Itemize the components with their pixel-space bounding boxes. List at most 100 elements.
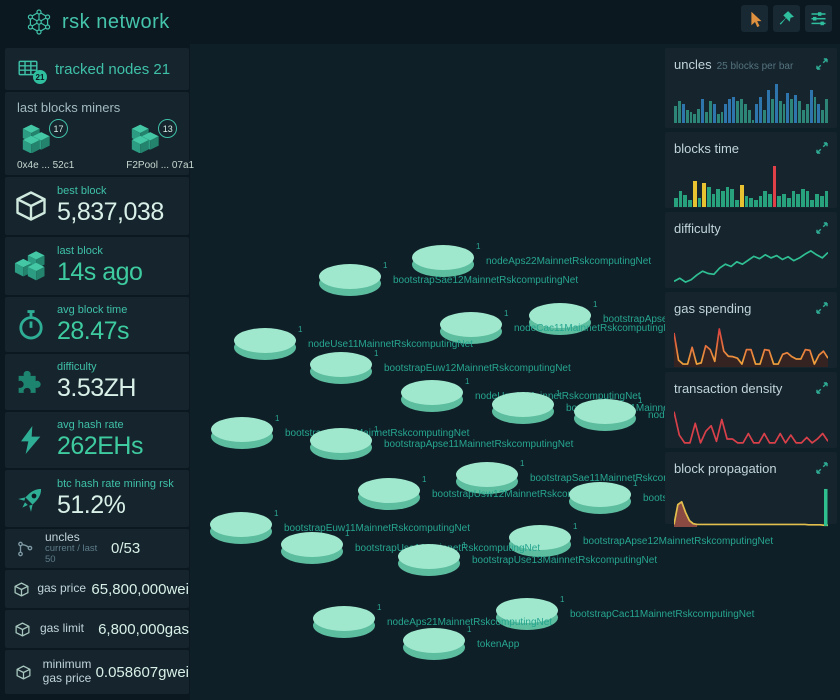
chart-bar — [770, 99, 774, 123]
network-node[interactable]: 1bootstrapUse11MainnetRsk — [492, 389, 689, 428]
network-node[interactable]: 1 nodeUse12MainnetRskcomputingNet — [401, 377, 641, 416]
node-label: bootstrapSae12MainnetRskcomputingNet — [393, 275, 579, 286]
chart-bar — [796, 193, 800, 207]
network-node[interactable]: 1 bootstrapApse11MainnetRskcomputingNet — [310, 425, 573, 464]
chart-bar — [739, 99, 743, 123]
network-node[interactable]: 1 bootstrapApse12MainnetRskcomputingNet — [509, 522, 773, 561]
nodes-grid-icon: 21 — [17, 58, 47, 84]
node-disk — [313, 606, 375, 631]
chart-bar — [735, 200, 739, 207]
stat-label: last block — [57, 245, 103, 257]
chart-bar — [813, 96, 817, 123]
node-label: bootstrapCac11MainnetRskcomputingNet — [570, 609, 755, 620]
difficulty-value: 3.53ZH — [57, 374, 136, 402]
network-node[interactable]: 1 bootstrapEuw11MainnetRskcomputingNet — [210, 509, 470, 548]
node-count-badge: 1 — [422, 475, 427, 484]
network-node[interactable]: 1 bootstra — [569, 479, 679, 518]
app-title: rsk network — [62, 10, 170, 33]
chart-bar — [821, 110, 825, 123]
expand-icon[interactable] — [816, 301, 828, 319]
cursor-tool-button[interactable] — [741, 5, 768, 32]
miner-address: F2Pool ... 07a1 — [126, 160, 195, 171]
transaction-density-chart — [674, 405, 828, 447]
expand-icon[interactable] — [816, 221, 828, 239]
btc-hash-rate-panel: btc hash rate mining rsk 51.2% — [5, 470, 189, 527]
avg-hash-rate-value: 262EHs — [57, 432, 143, 460]
network-node[interactable]: 1 bootstrapEuw12MainnetRskcomputingNet — [310, 349, 571, 388]
node-count-badge: 1 — [593, 300, 598, 309]
node-disk — [401, 380, 463, 405]
chart-title: transaction density — [674, 381, 783, 396]
chart-bar — [702, 182, 706, 207]
node-label: tokenApp — [477, 639, 520, 650]
cube-icon — [5, 664, 43, 681]
expand-icon[interactable] — [816, 57, 828, 75]
network-node[interactable]: 1 bootstrapCac11MainnetRskcomputingNet — [496, 595, 754, 634]
stopwatch-icon — [5, 308, 57, 342]
stat-label: difficulty — [57, 361, 97, 373]
node-disk — [398, 544, 460, 569]
network-node[interactable]: 1 nodeS — [574, 396, 677, 435]
miner-count-badge: 17 — [49, 119, 68, 138]
best-block-value: 5,837,038 — [57, 198, 164, 226]
node-count-badge: 1 — [274, 509, 279, 518]
chart-bar — [805, 191, 810, 207]
network-node[interactable]: 1 nodeCac11MainnetRskcomputingNet — [440, 309, 679, 348]
network-node[interactable]: 1 bootstrapUse13MainnetRskcomputingNet — [398, 541, 657, 580]
expand-icon[interactable] — [816, 381, 828, 399]
node-count-badge: 1 — [374, 349, 379, 358]
network-node[interactable]: 1 bootstrapApse41M — [529, 300, 687, 339]
chart-bar — [688, 200, 692, 207]
chart-bar — [819, 196, 824, 207]
node-disk — [403, 628, 465, 653]
node-label: nodeAps21MainnetRskcomputingNet — [387, 617, 553, 628]
network-node[interactable]: 1bootstrapUse12MainnetRskcomputingNet — [281, 529, 540, 568]
node-count-badge: 1 — [465, 377, 470, 386]
node-label: nodeCac11MainnetRskcomputingNet — [514, 323, 679, 334]
node-disk — [210, 512, 272, 537]
network-node[interactable]: 1 bootstrapUsw12MainnetRskcomputingNet — [358, 475, 619, 514]
gas-spending-chart-panel: gas spending — [665, 292, 837, 368]
node-disk — [529, 303, 591, 328]
uncles-panel: uncles current / last 50 0/53 — [5, 529, 189, 568]
network-node[interactable]: 1 nodeAps22MainnetRskcomputingNet — [412, 242, 651, 281]
chart-bar — [809, 90, 813, 123]
chart-bar — [772, 166, 777, 207]
chart-bar — [708, 101, 712, 123]
node-count-badge: 1 — [573, 522, 578, 531]
node-count-badge: 1 — [633, 479, 638, 488]
network-node[interactable]: 1 bootstrapUsa11MainnetRskcomputingNet — [211, 414, 469, 453]
expand-icon[interactable] — [816, 141, 828, 159]
network-node[interactable]: 1 nodeUse11MainnetRskcomputingNet — [234, 325, 473, 364]
expand-icon[interactable] — [816, 461, 828, 479]
pin-tool-button[interactable] — [773, 5, 800, 32]
minimum-gas-price-label: minimum gas price — [42, 657, 92, 685]
node-disk — [281, 532, 343, 557]
gas-price-value: 65,800,000wei — [91, 580, 189, 598]
miner-item[interactable]: 17 0x4e ... 52c1 — [17, 119, 74, 171]
network-node[interactable]: 1 bootstrapSae12MainnetRskcomputingNet — [319, 261, 578, 300]
node-label: nodeUse11MainnetRskcomputingNet — [308, 339, 473, 350]
rocket-icon — [5, 482, 57, 516]
node-disk — [412, 245, 474, 270]
node-label: bootstrapSae11MainnetRskcomputing — [530, 473, 699, 484]
miner-count-badge: 13 — [158, 119, 178, 138]
network-node[interactable]: 1 bootstrapSae11MainnetRskcomputing — [456, 459, 699, 498]
node-count-badge: 1 — [504, 309, 509, 318]
blocks-icon — [5, 249, 57, 283]
chart-bar — [755, 103, 759, 123]
best-block-panel: best block 5,837,038 — [5, 177, 189, 235]
chart-bar — [705, 112, 708, 123]
chart-bar — [768, 193, 772, 207]
network-node[interactable]: 1 nodeAps21MainnetRskcomputingNet — [313, 603, 552, 642]
node-count-badge: 1 — [377, 603, 382, 612]
node-disk — [574, 399, 636, 424]
uncles-chart — [674, 81, 828, 123]
node-label: nodeS — [648, 410, 677, 421]
chart-bar — [778, 101, 782, 123]
network-node[interactable]: 1 tokenApp — [403, 625, 519, 664]
filters-tool-button[interactable] — [805, 5, 832, 32]
miner-item[interactable]: 13 F2Pool ... 07a1 — [126, 119, 195, 171]
uncles-label: uncles current / last 50 — [45, 530, 107, 567]
chart-bar — [720, 112, 724, 123]
